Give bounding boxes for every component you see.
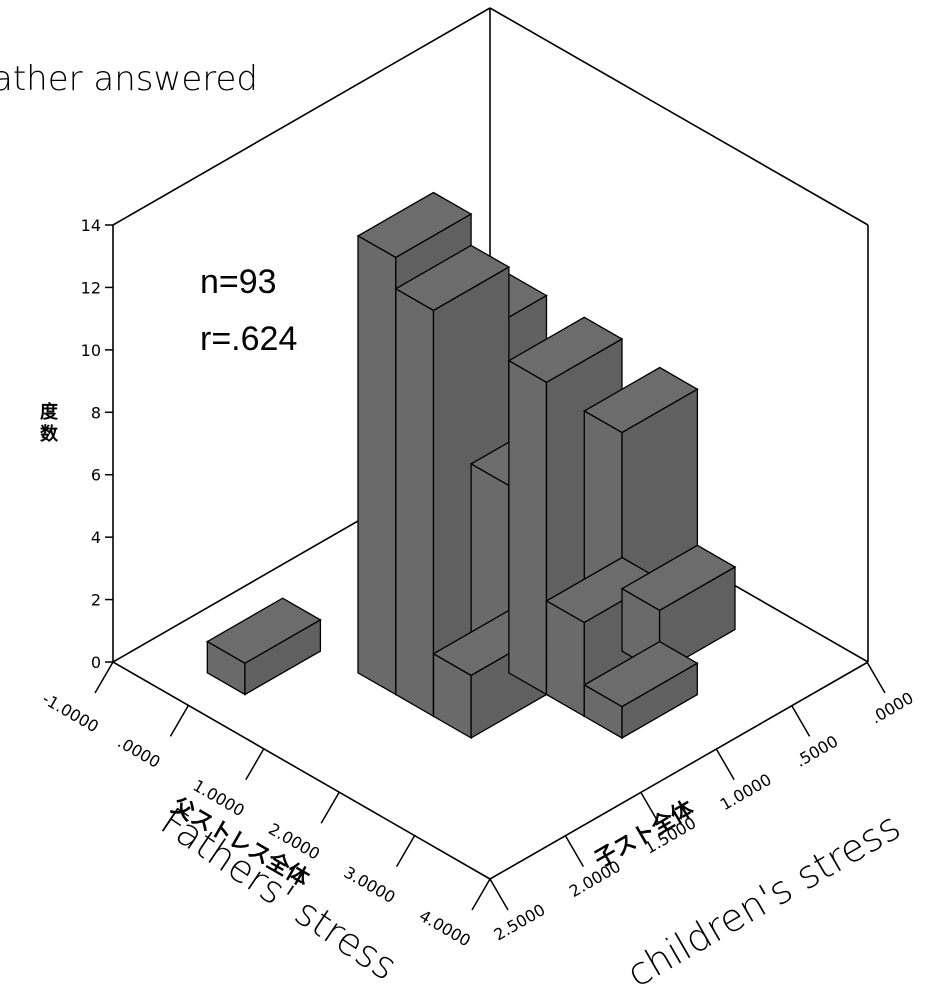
y-tick-mark	[715, 748, 735, 781]
y-tick-mark	[564, 835, 585, 867]
r-annotation: r=.624	[200, 320, 297, 358]
x-tick-mark	[245, 748, 265, 781]
y-tick-mark	[790, 705, 811, 737]
z-tick-label: 10	[81, 341, 101, 360]
x-tick-mark	[395, 835, 416, 867]
y-axis-line	[489, 661, 869, 880]
z-label-char: 度	[40, 401, 59, 423]
z-label-char: 数	[40, 423, 59, 445]
z-axis-ticks: 0 2 4 6 8 10 12 14	[81, 216, 113, 672]
y-tick-mark	[866, 661, 886, 694]
z-tick-label: 0	[91, 653, 101, 672]
back-wall-top-left	[112, 7, 491, 226]
x-axis-line	[112, 661, 491, 880]
x-tick-label: -1.0000	[39, 689, 102, 736]
histogram-bar	[205, 597, 322, 696]
z-tick-label: 4	[91, 528, 101, 547]
x-tick-mark	[471, 878, 491, 911]
bars-group	[205, 191, 737, 740]
x-tick-mark	[320, 791, 340, 824]
z-tick-label: 8	[91, 403, 101, 422]
histogram-bar	[582, 640, 699, 740]
x-tick-mark	[169, 705, 190, 737]
x-tick-label: .0000	[114, 732, 163, 771]
n-annotation: n=93	[200, 263, 277, 301]
z-tick-label: 14	[81, 216, 101, 235]
z-axis-label: 度数	[40, 401, 59, 445]
x-tick-mark	[94, 661, 114, 694]
y-tick-mark	[640, 791, 660, 824]
z-tick-label: 12	[81, 278, 101, 297]
y-tick-label: 1.0000	[717, 770, 775, 814]
x-tick-label: 4.0000	[416, 906, 474, 950]
y-tick-label: .0000	[868, 688, 917, 727]
y-tick-label: 2.5000	[491, 900, 549, 944]
y-tick-label: .5000	[792, 732, 841, 771]
z-tick-label: 6	[91, 466, 101, 485]
x-tick-label: 3.0000	[341, 863, 399, 907]
z-tick-label: 2	[91, 591, 101, 610]
y-tick-mark	[489, 878, 509, 911]
chart-title: ather answered	[0, 59, 258, 99]
back-wall-top-right	[489, 7, 869, 226]
